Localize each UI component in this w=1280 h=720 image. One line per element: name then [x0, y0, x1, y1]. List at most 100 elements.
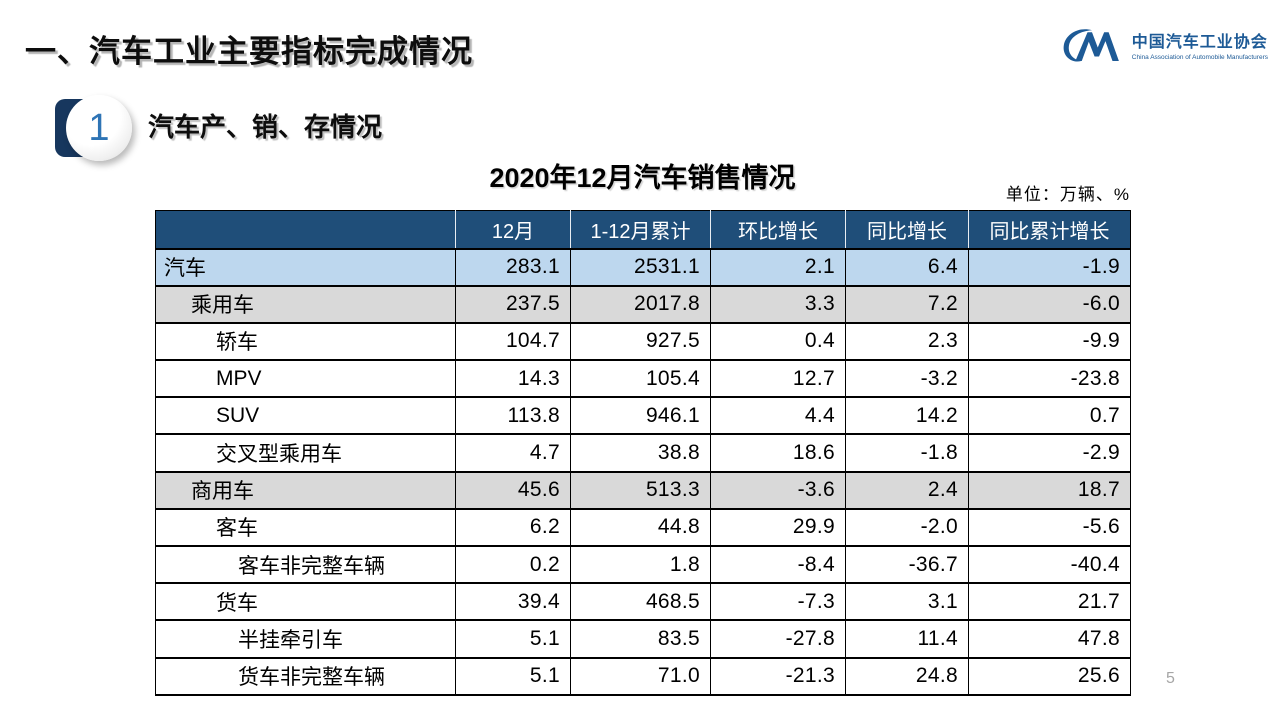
table-title: 2020年12月汽车销售情况: [489, 163, 796, 193]
cell-value: -2.0: [845, 508, 969, 546]
row-label: 货车: [155, 583, 456, 621]
cell-value: 38.8: [570, 434, 711, 472]
row-label: 客车: [155, 508, 456, 546]
cell-value: 14.3: [455, 360, 571, 398]
cell-value: 237.5: [455, 285, 571, 323]
cell-value: 3.3: [710, 285, 846, 323]
cell-value: 927.5: [570, 322, 711, 361]
unit-label: 单位：万辆、%: [1005, 185, 1130, 204]
table-row: 客车非完整车辆 0.2 1.8 -8.4 -36.7 -40.4: [155, 546, 1131, 584]
row-label: 客车非完整车辆: [155, 546, 456, 584]
row-label: MPV: [155, 360, 456, 398]
cm-logo-icon: [1060, 22, 1124, 73]
cell-value: 29.9: [710, 508, 846, 546]
cell-value: -3.6: [710, 471, 846, 509]
section-badge-number: 1: [88, 106, 110, 149]
cell-value: -3.2: [845, 360, 969, 398]
cell-value: 3.1: [845, 583, 969, 621]
cell-value: -40.4: [968, 546, 1131, 584]
cell-value: 14.2: [845, 397, 969, 435]
table-row: MPV 14.3 105.4 12.7 -3.2 -23.8: [155, 360, 1131, 398]
table-row: 乘用车 237.5 2017.8 3.3 7.2 -6.0: [155, 285, 1131, 323]
table-row: 客车 6.2 44.8 29.9 -2.0 -5.6: [155, 508, 1131, 546]
cell-value: 2.1: [710, 248, 846, 286]
row-label: 货车非完整车辆: [155, 657, 456, 695]
cell-value: -5.6: [968, 508, 1131, 546]
cell-value: 83.5: [570, 620, 711, 658]
table-row: 货车 39.4 468.5 -7.3 3.1 21.7: [155, 583, 1131, 621]
cell-value: -21.3: [710, 657, 846, 695]
cell-value: 71.0: [570, 657, 711, 695]
cell-value: 6.4: [845, 248, 969, 286]
cell-value: 2.4: [845, 471, 969, 509]
cell-value: 283.1: [455, 248, 571, 286]
table-row: 商用车 45.6 513.3 -3.6 2.4 18.7: [155, 471, 1131, 509]
table-row: 货车非完整车辆 5.1 71.0 -21.3 24.8 25.6: [155, 657, 1131, 695]
cell-value: 7.2: [845, 285, 969, 323]
row-label: 半挂牵引车: [155, 620, 456, 658]
sales-table: 12月 1-12月累计 环比增长 同比增长 同比累计增长 汽车 283.1 2531.1 2.…: [155, 210, 1131, 696]
cell-value: -1.9: [968, 248, 1131, 286]
cell-value: -8.4: [710, 546, 846, 584]
cell-value: 4.7: [455, 434, 571, 472]
cell-value: 11.4: [845, 620, 969, 658]
row-label: SUV: [155, 397, 456, 435]
page-number: 5: [1166, 670, 1175, 687]
cell-value: -1.8: [845, 434, 969, 472]
row-label: 乘用车: [155, 285, 456, 323]
cell-value: -7.3: [710, 583, 846, 621]
cell-value: -6.0: [968, 285, 1131, 323]
caam-logo: 中国汽车工业协会 China Association of Automobile…: [1060, 22, 1268, 73]
cell-value: -36.7: [845, 546, 969, 584]
column-header: 12月: [455, 210, 571, 249]
table-row: 汽车 283.1 2531.1 2.1 6.4 -1.9: [155, 248, 1131, 286]
cell-value: 468.5: [570, 583, 711, 621]
cell-value: -9.9: [968, 322, 1131, 361]
section-badge: 1: [66, 95, 132, 161]
table-row: 半挂牵引车 5.1 83.5 -27.8 11.4 47.8: [155, 620, 1131, 658]
table-row: 轿车 104.7 927.5 0.4 2.3 -9.9: [155, 322, 1131, 361]
cell-value: 45.6: [455, 471, 571, 509]
cell-value: 18.7: [968, 471, 1131, 509]
cell-value: 5.1: [455, 657, 571, 695]
cell-value: 4.4: [710, 397, 846, 435]
cell-value: 25.6: [968, 657, 1131, 695]
table-row: SUV 113.8 946.1 4.4 14.2 0.7: [155, 397, 1131, 435]
cell-value: 18.6: [710, 434, 846, 472]
row-label: 轿车: [155, 322, 456, 361]
cell-value: 104.7: [455, 322, 571, 361]
cell-value: 2017.8: [570, 285, 711, 323]
cell-value: 12.7: [710, 360, 846, 398]
logo-org-name-en: China Association of Automobile Manufact…: [1131, 53, 1268, 61]
page-title: 一、汽车工业主要指标完成情况: [25, 34, 473, 69]
cell-value: 113.8: [455, 397, 571, 435]
cell-value: 21.7: [968, 583, 1131, 621]
cell-value: 0.4: [710, 322, 846, 361]
cell-value: 1.8: [570, 546, 711, 584]
row-label: 汽车: [155, 248, 456, 286]
cell-value: 2.3: [845, 322, 969, 361]
cell-value: 6.2: [455, 508, 571, 546]
column-header: 环比增长: [710, 210, 846, 249]
cell-value: 2531.1: [570, 248, 711, 286]
column-header-empty: [155, 210, 456, 249]
cell-value: 44.8: [570, 508, 711, 546]
column-header: 同比累计增长: [968, 210, 1131, 249]
cell-value: 0.7: [968, 397, 1131, 435]
cell-value: -23.8: [968, 360, 1131, 398]
cell-value: 39.4: [455, 583, 571, 621]
logo-org-name-cn: 中国汽车工业协会: [1131, 34, 1268, 52]
cell-value: 24.8: [845, 657, 969, 695]
column-header: 1-12月累计: [570, 210, 711, 249]
cell-value: -27.8: [710, 620, 846, 658]
cell-value: 47.8: [968, 620, 1131, 658]
cell-value: 513.3: [570, 471, 711, 509]
row-label: 商用车: [155, 471, 456, 509]
cell-value: -2.9: [968, 434, 1131, 472]
section-title: 汽车产、销、存情况: [148, 112, 383, 142]
cell-value: 105.4: [570, 360, 711, 398]
row-label: 交叉型乘用车: [155, 434, 456, 472]
table-header-row: 12月 1-12月累计 环比增长 同比增长 同比累计增长: [155, 210, 1131, 249]
cell-value: 5.1: [455, 620, 571, 658]
